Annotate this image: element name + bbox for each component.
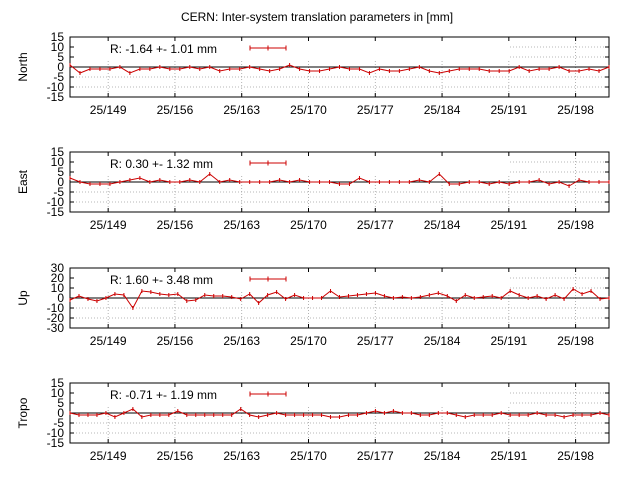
x-tick-label: 25/163 bbox=[223, 103, 260, 117]
x-tick-label: 25/177 bbox=[357, 449, 394, 463]
y-axis-label: Up bbox=[16, 290, 30, 306]
x-tick-label: 25/184 bbox=[424, 218, 461, 232]
y-tick-label: 0 bbox=[57, 291, 64, 305]
y-tick-label: 10 bbox=[51, 386, 65, 400]
x-tick-label: 25/149 bbox=[90, 103, 127, 117]
x-tick-label: 25/170 bbox=[290, 449, 327, 463]
y-tick-label: 0 bbox=[57, 406, 64, 420]
y-axis-label: East bbox=[16, 169, 30, 194]
x-tick-label: 25/170 bbox=[290, 218, 327, 232]
legend-label: R: -0.71 +- 1.19 mm bbox=[110, 388, 217, 402]
x-tick-label: 25/149 bbox=[90, 334, 127, 348]
y-tick-label: 10 bbox=[51, 281, 65, 295]
y-tick-label: 5 bbox=[57, 396, 64, 410]
x-tick-label: 25/170 bbox=[290, 103, 327, 117]
y-tick-label: -15 bbox=[47, 205, 65, 219]
x-tick-label: 25/191 bbox=[490, 103, 527, 117]
x-tick-label: 25/184 bbox=[424, 449, 461, 463]
y-tick-label: 15 bbox=[51, 376, 65, 390]
y-tick-label: -5 bbox=[53, 416, 64, 430]
y-tick-label: -15 bbox=[47, 436, 65, 450]
y-tick-label: -15 bbox=[47, 90, 65, 104]
x-tick-label: 25/163 bbox=[223, 449, 260, 463]
y-tick-label: 30 bbox=[51, 261, 65, 275]
y-tick-label: -5 bbox=[53, 70, 64, 84]
x-tick-label: 25/156 bbox=[157, 449, 194, 463]
y-tick-label: 5 bbox=[57, 50, 64, 64]
x-tick-label: 25/156 bbox=[157, 218, 194, 232]
x-tick-label: 25/198 bbox=[557, 334, 594, 348]
x-tick-label: 25/198 bbox=[557, 449, 594, 463]
x-tick-label: 25/184 bbox=[424, 103, 461, 117]
y-tick-label: 10 bbox=[51, 40, 65, 54]
x-tick-label: 25/191 bbox=[490, 334, 527, 348]
x-tick-label: 25/177 bbox=[357, 218, 394, 232]
chart-title: CERN: Inter-system translation parameter… bbox=[181, 10, 453, 24]
y-tick-label: 20 bbox=[51, 271, 65, 285]
y-tick-label: -10 bbox=[47, 301, 65, 315]
x-tick-label: 25/177 bbox=[357, 103, 394, 117]
y-axis-label: North bbox=[16, 52, 30, 81]
y-tick-label: -5 bbox=[53, 185, 64, 199]
y-tick-label: 15 bbox=[51, 145, 65, 159]
y-tick-label: 5 bbox=[57, 165, 64, 179]
y-tick-label: -10 bbox=[47, 80, 65, 94]
y-tick-label: 10 bbox=[51, 155, 65, 169]
x-tick-label: 25/163 bbox=[223, 218, 260, 232]
y-tick-label: -30 bbox=[47, 321, 65, 335]
y-tick-label: 0 bbox=[57, 60, 64, 74]
legend-label: R: 1.60 +- 3.48 mm bbox=[110, 273, 213, 287]
y-tick-label: -20 bbox=[47, 311, 65, 325]
y-tick-label: -10 bbox=[47, 195, 65, 209]
x-tick-label: 25/149 bbox=[90, 218, 127, 232]
x-tick-label: 25/149 bbox=[90, 449, 127, 463]
y-tick-label: 0 bbox=[57, 175, 64, 189]
x-tick-label: 25/198 bbox=[557, 218, 594, 232]
legend-label: R: 0.30 +- 1.32 mm bbox=[110, 157, 213, 171]
x-tick-label: 25/184 bbox=[424, 334, 461, 348]
x-tick-label: 25/198 bbox=[557, 103, 594, 117]
legend-label: R: -1.64 +- 1.01 mm bbox=[110, 42, 217, 56]
x-tick-label: 25/156 bbox=[157, 334, 194, 348]
y-tick-label: -10 bbox=[47, 426, 65, 440]
x-tick-label: 25/163 bbox=[223, 334, 260, 348]
x-tick-label: 25/170 bbox=[290, 334, 327, 348]
x-tick-label: 25/191 bbox=[490, 218, 527, 232]
x-tick-label: 25/191 bbox=[490, 449, 527, 463]
x-tick-label: 25/156 bbox=[157, 103, 194, 117]
y-tick-label: 15 bbox=[51, 30, 65, 44]
y-axis-label: Tropo bbox=[16, 397, 30, 428]
x-tick-label: 25/177 bbox=[357, 334, 394, 348]
